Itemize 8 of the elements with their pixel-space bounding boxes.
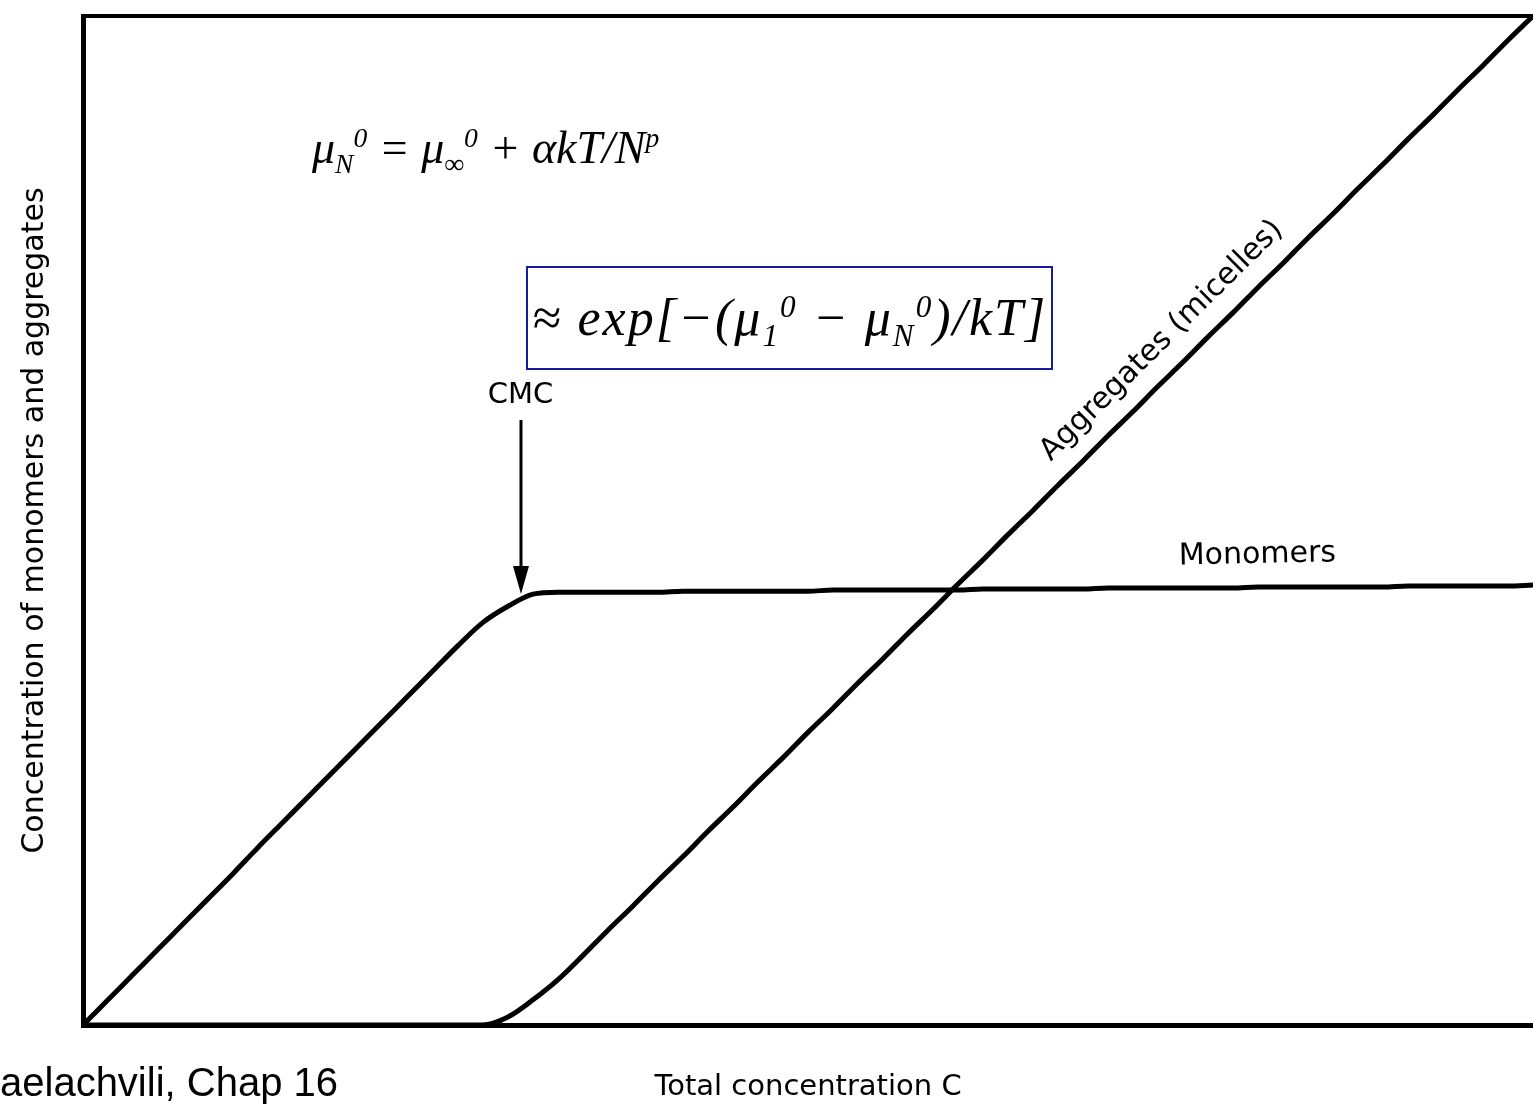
rectangle-outline: ≈ exp[−(μ$_{1}$$^{0}$ − μ$_{N}$$^{0}$)/kT] xyxy=(526,266,1054,370)
annotation: μ$_{N}$$^{0}$ = μ$_{∞}$$^{0}$ + αkT/N$^{p}$ xyxy=(312,120,660,180)
y-axis-title: Concentration of monomers and aggregates xyxy=(14,187,50,854)
series-label: Monomers xyxy=(1178,533,1337,572)
text: aelachvili, Chap 16 xyxy=(0,1060,338,1104)
x-axis-title: Total concentration C xyxy=(653,1068,962,1103)
annotation: ≈ exp[−(μ$_{1}$$^{0}$ − μ$_{N}$$^{0}$)/kT] xyxy=(532,287,1048,354)
annotation: CMC xyxy=(487,376,554,411)
